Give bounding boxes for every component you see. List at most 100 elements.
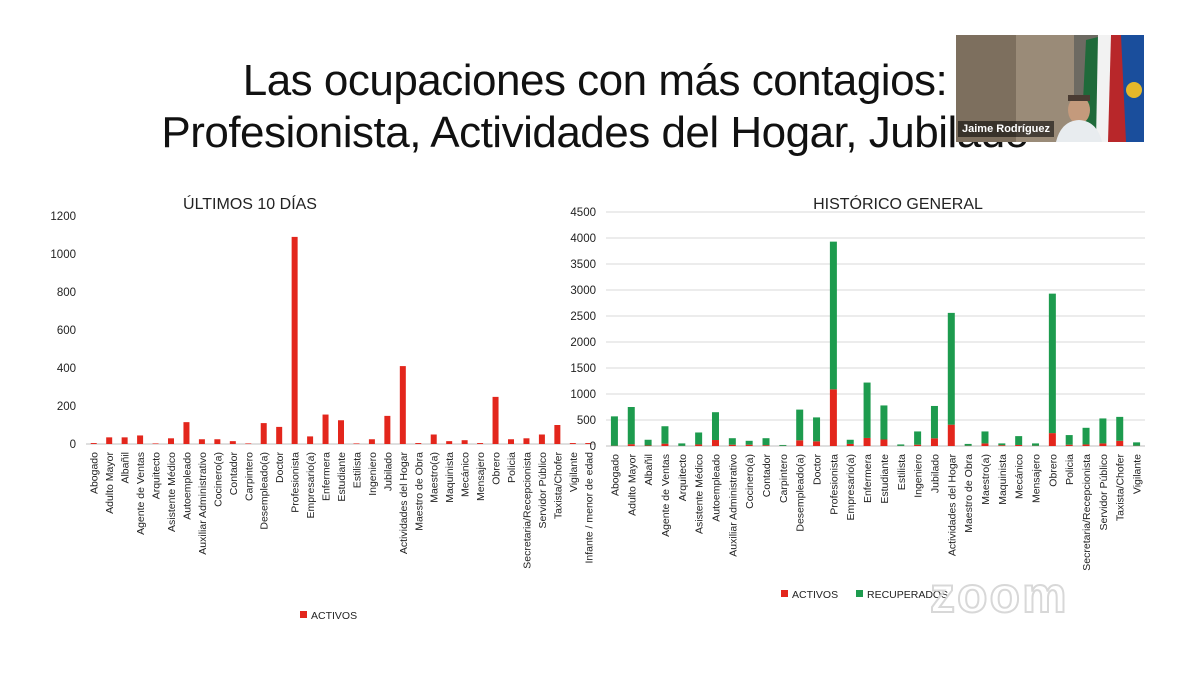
bar-activos [152, 443, 159, 444]
bar-activos [446, 441, 453, 444]
y-tick-label: 2500 [570, 311, 596, 323]
x-category-label: Servidor Público [537, 452, 549, 529]
bar-activos [863, 437, 871, 446]
bar-activos [415, 443, 422, 444]
chart-2: HISTÓRICO GENERAL 0 500 1000 1500 2000 2500 300… [570, 194, 1145, 601]
x-category-label: Obrero [1047, 454, 1059, 487]
bar-activos [538, 434, 545, 444]
x-category-label: Desempleado(a) [259, 452, 271, 530]
x-category-label: Taxista/Chofer [552, 452, 564, 520]
bar-activos [121, 437, 128, 444]
x-category-label: Maestro de Obra [413, 452, 425, 531]
bar-recuperados [829, 241, 837, 390]
bar-activos [353, 443, 360, 444]
bar-activos [998, 445, 1006, 446]
y-tick-label: 3000 [570, 285, 596, 297]
x-category-label: Cocinero(a) [744, 454, 756, 509]
bar-activos [1116, 440, 1124, 446]
y-tick-label: 1000 [570, 389, 596, 401]
bar-recuperados [1082, 427, 1090, 445]
x-category-label: Auxiliar Administrativo [727, 454, 739, 557]
x-category-label: Maestro de Obra [963, 454, 975, 533]
y-tick-label: 1500 [570, 363, 596, 375]
bar-activos [338, 420, 344, 444]
bar-recuperados [1048, 293, 1056, 434]
bar-activos [829, 389, 837, 446]
bar-recuperados [846, 439, 854, 444]
x-category-label: Cocinero(a) [212, 452, 224, 507]
bar-activos [1099, 443, 1107, 446]
x-category-label: Abogado [89, 452, 101, 494]
chart-1: ÚLTIMOS 10 DÍAS 0 200 400 600 800 1000 1200 Abog… [50, 194, 596, 622]
slide-title-line-2: Profesionista, Actividades del Hogar, Ju… [161, 108, 1029, 157]
bar-activos [569, 443, 576, 444]
legend-label-activos: ACTIVOS [311, 610, 357, 622]
x-category-label: Doctor [274, 452, 286, 483]
x-category-label: Mecánico [460, 452, 472, 497]
y-tick-label: 400 [57, 363, 76, 375]
bar-activos [981, 443, 989, 446]
x-category-label: Empresario(a) [305, 452, 317, 519]
bar-activos [695, 444, 703, 446]
x-category-label: Estilista [896, 454, 908, 490]
x-category-label: Ingeniero [367, 452, 379, 496]
x-category-label: Carpintero [243, 452, 255, 501]
bar-activos [229, 441, 236, 444]
y-tick-label: 0 [70, 439, 76, 451]
bar-activos [492, 396, 499, 444]
bar-activos [1065, 444, 1073, 446]
legend-swatch-activos [300, 611, 307, 618]
bar-recuperados [1065, 435, 1073, 445]
x-category-label: Profesionista [828, 454, 840, 515]
bar-recuperados [981, 431, 989, 444]
bar-activos [644, 445, 652, 446]
x-category-label: Agente de Ventas [660, 454, 672, 537]
bar-recuperados [1015, 436, 1023, 445]
bar-activos [1048, 433, 1056, 446]
x-category-label: Profesionista [290, 452, 302, 513]
bar-activos [880, 439, 888, 446]
bar-activos [523, 438, 530, 444]
bar-activos [930, 438, 938, 446]
x-category-label: Taxista/Chofer [1115, 454, 1127, 522]
bar-activos [796, 440, 804, 446]
bar-recuperados [1116, 416, 1124, 441]
bar-recuperados [728, 438, 736, 445]
bar-recuperados [964, 443, 972, 446]
x-category-label: Obrero [491, 452, 503, 485]
slide-title: Las ocupaciones con más contagios: Profe… [100, 55, 1090, 159]
bar-recuperados [1133, 442, 1141, 446]
x-category-label: Maquinista [997, 454, 1009, 505]
y-tick-label: 200 [57, 401, 76, 413]
x-category-label: Secretaria/Recepcionista [521, 452, 533, 569]
x-category-label: Maquinista [444, 452, 456, 503]
x-category-label: Arquitecto [677, 454, 689, 501]
bar-activos [914, 444, 922, 446]
bar-activos [183, 422, 190, 444]
bar-activos [745, 444, 753, 446]
x-category-label: Carpintero [778, 454, 790, 503]
x-category-label: Mecánico [1014, 454, 1026, 499]
x-category-label: Agente de Ventas [135, 452, 147, 535]
x-category-label: Policia [506, 452, 518, 483]
bar-recuperados [998, 443, 1006, 446]
bar-activos [245, 443, 252, 444]
y-tick-label: 500 [577, 415, 596, 427]
participant-video[interactable]: Jaime Rodríguez [956, 35, 1144, 142]
slide-title-line-1: Las ocupaciones con más contagios: [242, 56, 948, 105]
x-category-label: Albañil [120, 452, 132, 484]
x-category-label: Actividades del Hogar [398, 451, 410, 554]
bar-recuperados [947, 312, 955, 425]
bar-activos [260, 423, 267, 444]
bar-activos [106, 437, 113, 444]
bar-recuperados [779, 444, 787, 446]
x-category-label: Maestro(a) [429, 452, 441, 503]
bar-activos [384, 415, 391, 444]
x-category-label: Estilista [351, 452, 363, 488]
x-category-label: Ingeniero [913, 454, 925, 498]
bar-activos [307, 436, 314, 444]
bar-activos [430, 434, 437, 444]
bar-activos [90, 443, 97, 444]
x-category-label: Adulto Mayor [626, 454, 638, 516]
bar-recuperados [644, 439, 652, 446]
